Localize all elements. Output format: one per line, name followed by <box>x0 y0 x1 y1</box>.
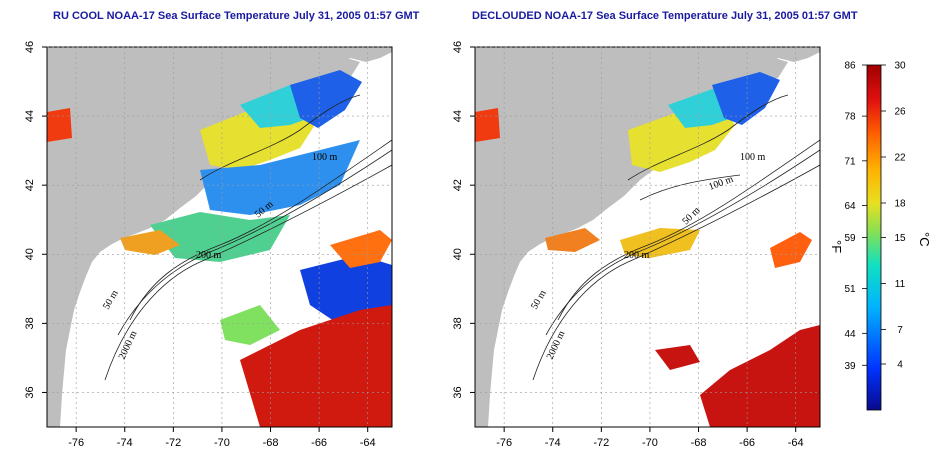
left-sst-cape-red <box>47 108 72 142</box>
left-bathymetry-contours <box>104 94 392 381</box>
colorbar-ticks: 30 26 22 18 15 11 7 4 86 78 71 64 59 51 44 39 <box>844 61 906 372</box>
celsius-tick-label: 15 <box>894 233 906 244</box>
celsius-tick-label: 4 <box>897 360 903 371</box>
fahrenheit-tick-label: 64 <box>844 201 856 212</box>
fahrenheit-tick-label: 71 <box>844 156 856 167</box>
right-sst-cape-red <box>475 108 500 142</box>
left-sst-gulfstream-red <box>240 305 392 427</box>
lat-tick-label: 40 <box>452 248 464 260</box>
colorbar-gradient <box>866 64 882 411</box>
lon-tick-label: -68 <box>691 437 707 449</box>
lat-tick-label: 42 <box>452 179 464 191</box>
lat-tick-label: 44 <box>452 110 464 122</box>
celsius-tick-label: 30 <box>894 61 906 72</box>
fahrenheit-tick-label: 44 <box>844 329 856 340</box>
left-land-mass <box>47 47 392 427</box>
left-sst-scotian-blue <box>290 70 362 128</box>
left-sst-shelf-blue <box>200 140 360 215</box>
temperature-colorbar: 30 26 22 18 15 11 7 4 86 78 71 64 59 51 44 39 °F °C <box>829 61 932 411</box>
lon-tick-label: -72 <box>593 437 609 449</box>
lat-tick-label: 46 <box>24 41 36 53</box>
right-land-mass <box>475 47 820 427</box>
lon-tick-label: -64 <box>788 437 804 449</box>
fahrenheit-tick-label: 51 <box>844 284 856 295</box>
fahrenheit-tick-label: 39 <box>844 361 856 372</box>
left-axis-ticks: -76 -74 -72 -70 -68 -66 -64 46 44 42 40 38 36 <box>24 41 376 449</box>
right-sst-slope-orange <box>545 228 600 252</box>
lat-tick-label: 38 <box>452 317 464 329</box>
lon-tick-label: -68 <box>263 437 279 449</box>
left-map-title: RU COOL NOAA-17 Sea Surface Temperature … <box>53 10 420 22</box>
lat-tick-label: 36 <box>24 386 36 398</box>
left-sst-slope-orange <box>120 230 180 255</box>
contour-label: 100 m <box>740 152 766 163</box>
celsius-tick-label: 11 <box>895 279 906 290</box>
right-map-title: DECLOUDED NOAA-17 Sea Surface Temperatur… <box>472 10 858 22</box>
right-land-nova-scotia <box>728 56 788 80</box>
celsius-unit-label: °C <box>917 232 932 247</box>
lon-tick-label: -72 <box>165 437 181 449</box>
right-sst-patch-red <box>655 345 700 370</box>
lon-tick-label: -64 <box>360 437 376 449</box>
celsius-tick-label: 18 <box>894 199 906 210</box>
lon-tick-label: -66 <box>739 437 755 449</box>
lon-tick-label: -70 <box>642 437 658 449</box>
lon-tick-label: -70 <box>214 437 230 449</box>
lat-tick-label: 36 <box>452 386 464 398</box>
left-sst-gulfstream-blue <box>300 255 392 325</box>
lon-tick-label: -66 <box>311 437 327 449</box>
contour-label: 200 m <box>624 250 650 261</box>
right-sst-warm-orange <box>770 232 812 268</box>
lon-tick-label: -74 <box>117 437 133 449</box>
right-axis-ticks: -76 -74 -72 -70 -68 -66 -64 46 44 42 40 38 36 <box>452 41 804 449</box>
contour-label: 200 m <box>196 250 222 261</box>
fahrenheit-tick-label: 86 <box>844 61 856 72</box>
celsius-tick-label: 7 <box>897 325 903 336</box>
lat-tick-label: 42 <box>24 179 36 191</box>
right-sst-scotian-blue <box>712 72 780 125</box>
lat-tick-label: 44 <box>24 110 36 122</box>
fahrenheit-tick-label: 59 <box>844 233 856 244</box>
celsius-tick-label: 22 <box>894 153 906 164</box>
right-sst-gulfstream-red <box>700 325 820 427</box>
left-sst-patch-green <box>220 305 280 345</box>
fahrenheit-unit-label: °F <box>829 240 844 253</box>
left-sst-warm-orange <box>330 230 392 268</box>
contour-label: 100 m <box>312 152 338 163</box>
left-map-frame <box>46 46 393 428</box>
lon-tick-label: -76 <box>68 437 84 449</box>
lon-tick-label: -74 <box>545 437 561 449</box>
lon-tick-label: -76 <box>496 437 512 449</box>
lat-tick-label: 46 <box>452 41 464 53</box>
right-graticule <box>475 46 820 427</box>
left-sst-shelf-green <box>150 212 290 262</box>
celsius-tick-label: 26 <box>894 107 906 118</box>
right-map-frame <box>474 46 821 428</box>
left-graticule <box>47 46 392 427</box>
lat-tick-label: 40 <box>24 248 36 260</box>
right-bathymetry-contours <box>532 94 820 381</box>
lat-tick-label: 38 <box>24 317 36 329</box>
fahrenheit-tick-label: 78 <box>844 112 856 123</box>
